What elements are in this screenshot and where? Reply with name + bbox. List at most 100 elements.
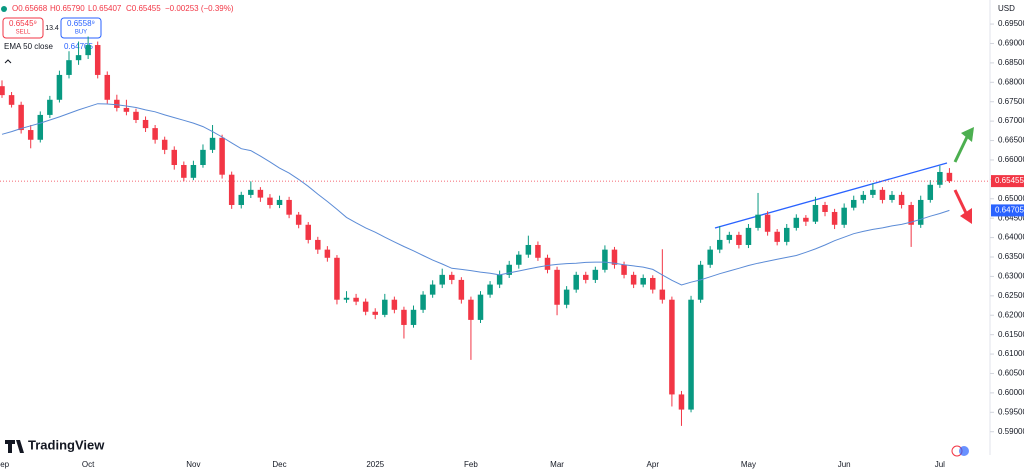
candle-body bbox=[353, 297, 359, 302]
candle-body bbox=[18, 104, 24, 131]
candle-body bbox=[295, 214, 302, 225]
candle-body bbox=[161, 139, 168, 150]
x-tick-label: Oct bbox=[82, 460, 95, 469]
candle-body bbox=[468, 299, 474, 320]
candle-body bbox=[506, 264, 512, 275]
ema-line bbox=[1, 103, 950, 286]
sell-label[interactable]: SELL bbox=[16, 30, 31, 36]
candle-body bbox=[688, 299, 694, 410]
candle-body bbox=[573, 274, 579, 290]
x-tick-label: Feb bbox=[464, 460, 478, 469]
candle-body bbox=[181, 164, 187, 178]
candle-body bbox=[803, 217, 809, 222]
candle-body bbox=[276, 199, 283, 205]
candle-body bbox=[937, 171, 943, 185]
candle-body bbox=[592, 269, 599, 280]
sell-price[interactable]: 0.6545⁹ bbox=[9, 19, 37, 28]
buy-label[interactable]: BUY bbox=[75, 30, 87, 36]
candle-body bbox=[362, 301, 369, 312]
candle-body bbox=[228, 174, 235, 205]
candle-body bbox=[391, 299, 398, 310]
candle-body bbox=[248, 189, 254, 195]
candle-body bbox=[37, 114, 44, 140]
trend-line bbox=[714, 162, 948, 229]
candle-body bbox=[621, 264, 627, 275]
event-icon[interactable] bbox=[959, 446, 969, 456]
candle-body bbox=[764, 214, 771, 232]
candle-body bbox=[324, 249, 331, 258]
candle-body bbox=[841, 207, 847, 225]
candle-body bbox=[66, 60, 72, 75]
x-tick-label: Nov bbox=[186, 460, 200, 469]
candle-body bbox=[94, 45, 101, 75]
candle-body bbox=[726, 234, 733, 240]
candle-body bbox=[640, 277, 646, 285]
last-price-tag bbox=[991, 175, 1024, 188]
candle-body bbox=[707, 249, 713, 265]
candle-body bbox=[793, 217, 800, 228]
candle-body bbox=[745, 227, 752, 245]
candle-body bbox=[678, 394, 685, 410]
candle-body bbox=[343, 297, 350, 300]
arrow-up-head bbox=[961, 127, 974, 142]
candle-body bbox=[190, 164, 197, 178]
ohlc-close: C0.65455 bbox=[126, 4, 161, 13]
candle-body bbox=[104, 74, 111, 100]
candle-body bbox=[783, 227, 790, 242]
candle-body bbox=[516, 254, 522, 265]
candle-body bbox=[563, 289, 570, 305]
candle-body bbox=[496, 274, 503, 285]
ema-price-label: 0.64705 bbox=[995, 206, 1024, 215]
spread: 13.4 bbox=[45, 25, 59, 32]
candle-body bbox=[898, 194, 905, 205]
buy-price[interactable]: 0.6558⁹ bbox=[67, 19, 95, 28]
candle-body bbox=[449, 274, 455, 280]
candle-body bbox=[544, 257, 551, 270]
x-tick-label: Mar bbox=[550, 460, 564, 469]
arrow-up-shaft bbox=[953, 136, 969, 163]
sell-button[interactable] bbox=[2, 17, 44, 39]
candle-body bbox=[429, 284, 436, 295]
indicator-name: EMA 50 close bbox=[4, 42, 53, 51]
candle-body bbox=[822, 204, 828, 212]
candle-body bbox=[736, 234, 742, 245]
currency: USD bbox=[998, 4, 1015, 13]
candle-body bbox=[267, 197, 273, 205]
candle-body bbox=[286, 199, 292, 215]
candle-body bbox=[487, 284, 493, 295]
candle-body bbox=[0, 86, 5, 96]
candle-body bbox=[659, 289, 666, 300]
collapse-icon[interactable] bbox=[4, 59, 12, 64]
candle-body bbox=[458, 279, 465, 300]
candle-body bbox=[860, 194, 867, 200]
candle-body bbox=[257, 189, 264, 198]
candle-body bbox=[946, 172, 953, 182]
buy-button[interactable] bbox=[60, 17, 102, 39]
candle-body bbox=[812, 204, 819, 222]
candle-body bbox=[305, 224, 311, 240]
x-tick-label: May bbox=[741, 460, 756, 469]
candle-body bbox=[879, 189, 886, 200]
ohlc-change: −0.00253 (−0.39%) bbox=[165, 4, 234, 13]
y-tick-label: 0.59000 bbox=[998, 427, 1024, 436]
candle-body bbox=[75, 55, 82, 61]
candle-body bbox=[630, 274, 637, 285]
candle-body bbox=[831, 211, 838, 225]
candle-body bbox=[650, 277, 656, 290]
candle-body bbox=[315, 239, 321, 250]
ema-price-tag bbox=[991, 204, 1024, 217]
x-tick-label: Sep bbox=[0, 460, 10, 469]
candle-body bbox=[401, 309, 407, 325]
